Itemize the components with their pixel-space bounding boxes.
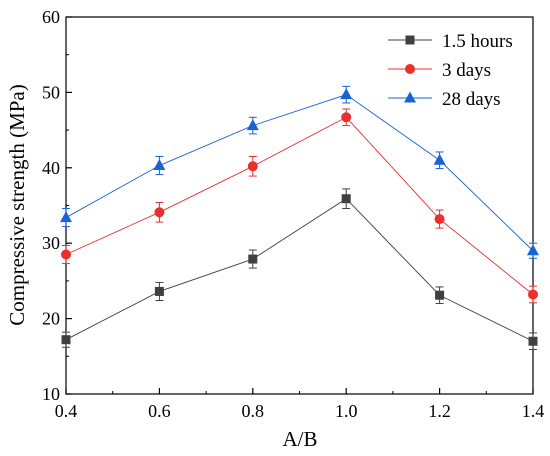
data-point-1-5-hours [248,254,258,264]
legend-label-28-days: 28 days [442,89,501,110]
series-line-3-days [65,116,534,295]
legend-marker-3-days [405,64,415,74]
x-tick-label: 0.4 [55,401,78,421]
series-lines [65,94,534,342]
x-tick-label: 1.4 [522,401,545,421]
data-point-1-5-hours [528,336,538,346]
y-axis-ticks: 10 20 30 40 50 60 [42,7,72,404]
y-tick-label: 40 [42,158,60,178]
legend-marker-28-days [404,91,416,103]
y-tick-label: 60 [42,7,60,27]
y-axis-label: Compressive strength (MPa) [5,84,29,325]
data-point-28-days [340,88,353,100]
data-point-1-5-hours [61,335,71,345]
data-point-1-5-hours [341,194,351,204]
data-point-28-days [433,153,446,165]
x-tick-label: 1.0 [335,401,358,421]
legend: 1.5 hours 3 days 28 days [388,31,513,110]
series-line-1-5-hours [65,198,534,342]
data-point-28-days [527,244,539,256]
x-tick-label: 0.8 [242,401,265,421]
legend-label-1-5-hours: 1.5 hours [442,31,513,52]
data-point-3-days [247,161,258,172]
y-tick-label: 20 [42,309,60,329]
x-axis-label: A/B [282,427,317,451]
data-point-1-5-hours [435,290,445,300]
markers [60,88,539,346]
error-bars [62,85,537,351]
y-tick-label: 10 [42,384,60,404]
x-axis-ticks: 0.4 0.6 0.8 1.0 1.2 1.4 [55,388,545,421]
x-tick-label: 1.2 [428,401,451,421]
data-point-28-days [60,211,72,223]
data-point-3-days [528,289,538,300]
legend-label-3-days: 3 days [442,60,491,81]
data-point-3-days [61,249,71,260]
data-point-1-5-hours [154,286,164,296]
y-tick-label: 50 [42,82,60,102]
data-point-3-days [341,112,352,123]
series-line-28-days [65,94,534,252]
data-point-28-days [246,119,259,131]
data-point-3-days [154,207,165,218]
legend-marker-1-5-hours [405,35,415,45]
y-tick-label: 30 [42,233,60,253]
data-point-28-days [153,159,166,171]
data-point-3-days [434,214,445,225]
x-tick-label: 0.6 [148,401,171,421]
